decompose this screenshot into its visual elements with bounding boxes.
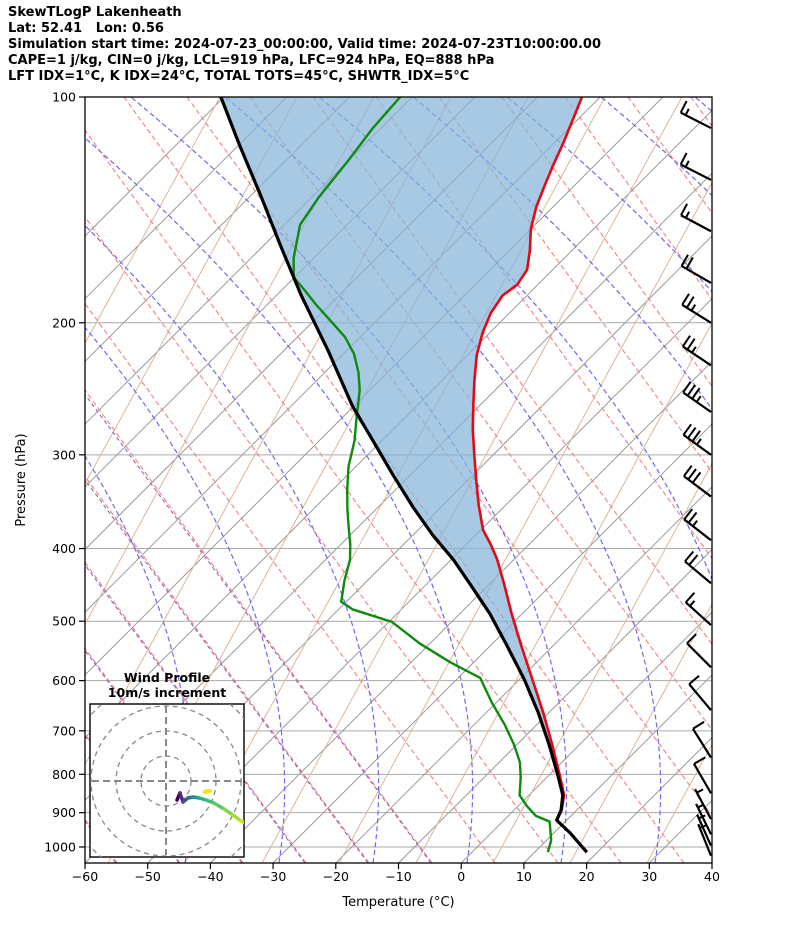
y-tick-label: 800 [52, 767, 76, 782]
hodograph-box [89, 703, 245, 858]
x-tick-label: −40 [197, 869, 223, 884]
x-tick-label: −10 [385, 869, 411, 884]
x-tick-label: 30 [641, 869, 657, 884]
wind-barb [683, 465, 712, 498]
x-tick-label: 0 [457, 869, 465, 884]
hodograph-surface-marker [202, 788, 213, 795]
hodograph-trace-segment [222, 807, 235, 817]
wind-barb [695, 803, 712, 835]
y-tick-label: 300 [52, 447, 76, 462]
hodograph-trace-segment [212, 801, 226, 811]
wind-barb [681, 335, 712, 367]
x-tick-label: −20 [323, 869, 349, 884]
wind-barb [696, 814, 713, 847]
cape-indices-line: CAPE=1 j/kg, CIN=0 j/kg, LCL=919 hPa, LF… [8, 53, 495, 68]
page-title: SkewTLogP Lakenheath [8, 5, 182, 20]
cin-shade-polygon [220, 97, 582, 821]
lat-lon-line: Lat: 52.41 Lon: 0.56 [8, 21, 164, 36]
wind-barb [679, 152, 712, 181]
wind-barb [680, 203, 712, 233]
y-tick-label: 900 [52, 805, 76, 820]
profile-curves [219, 97, 589, 854]
hodograph-title: Wind Profile [124, 670, 210, 685]
y-tick-label: 500 [52, 614, 76, 629]
y-tick-label: 700 [52, 723, 76, 738]
wind-barb [684, 550, 712, 585]
y-tick-label: 400 [52, 541, 76, 556]
x-tick-label: −50 [135, 869, 161, 884]
wind-barb [682, 423, 712, 456]
hodograph-trace-segment [239, 819, 244, 825]
hodograph-subtitle: 10m/s increment [108, 685, 226, 700]
wind-barb [682, 381, 712, 413]
axes: −60 −50 −40 −30 −20 −10 0 10 20 30 40 100 200 300 400 5… [14, 90, 720, 911]
dewpoint-curve [292, 97, 553, 853]
x-tick-label: 40 [704, 869, 720, 884]
parcel-curve [219, 97, 589, 854]
wind-barb [688, 675, 712, 711]
stability-line: LFT IDX=1°C, K IDX=24°C, TOTAL TOTS=45°C… [8, 69, 470, 84]
wind-barb [692, 721, 712, 759]
x-axis-label: Temperature (°C) [341, 895, 454, 910]
wind-barbs [679, 100, 713, 857]
y-tick-label: 100 [52, 90, 76, 105]
y-tick-label: 600 [52, 673, 76, 688]
negative-area-shade [220, 97, 582, 821]
header-block: SkewTLogP Lakenheath Lat: 52.41 Lon: 0.5… [8, 5, 601, 85]
wind-barb [681, 293, 712, 324]
x-tick-label: −30 [260, 869, 286, 884]
y-tick-label: 200 [52, 315, 76, 330]
wind-barb [697, 823, 713, 857]
x-tick-label: 20 [579, 869, 595, 884]
x-tick-label: 10 [516, 869, 532, 884]
wind-barb [683, 508, 712, 542]
wind-barb [680, 254, 712, 284]
y-axis-label: Pressure (hPa) [14, 433, 29, 526]
y-tick-label: 1000 [44, 840, 76, 855]
wind-barb [686, 633, 712, 669]
wind-barb [679, 100, 712, 130]
sim-time-line: Simulation start time: 2024-07-23_00:00:… [8, 37, 601, 52]
x-tick-label: −60 [72, 869, 98, 884]
wind-barb [693, 756, 712, 794]
temperature-curve [471, 97, 588, 854]
wind-barb [684, 592, 712, 626]
